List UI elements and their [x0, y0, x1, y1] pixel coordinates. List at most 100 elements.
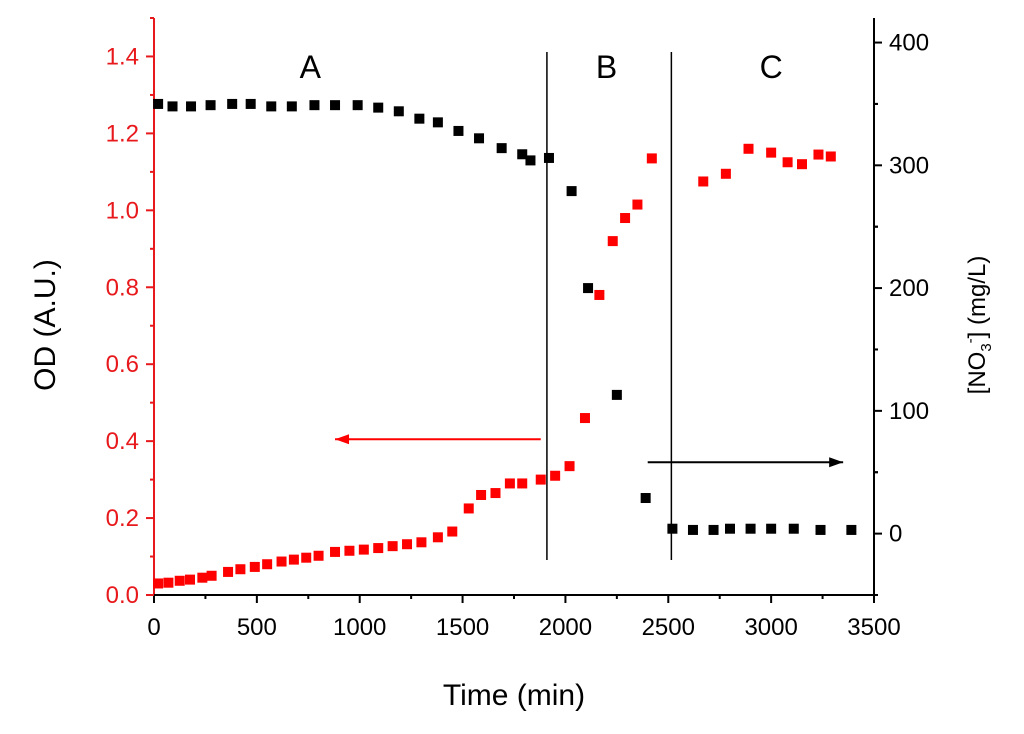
nitrate-point — [725, 523, 735, 534]
nitrate-point — [745, 523, 756, 534]
y-left-tick-label: 0.0 — [106, 582, 139, 609]
y-left-tick-label: 1.2 — [106, 120, 139, 147]
nitrate-point — [525, 155, 536, 166]
od-point — [197, 572, 208, 583]
od-point — [235, 564, 246, 575]
nitrate-point — [543, 152, 554, 163]
od-point — [223, 566, 234, 577]
y-axis-left-title: OD (A.U.) — [29, 259, 62, 391]
y-left-tick-label: 0.4 — [106, 428, 139, 455]
y-axis-right-title-superscript: - — [962, 338, 979, 343]
od-point — [153, 578, 164, 589]
y-right-tick-label: 400 — [889, 30, 929, 57]
x-tick-label: 2000 — [539, 614, 592, 641]
od-point — [490, 488, 501, 499]
nitrate-point — [583, 283, 594, 294]
x-tick-label: 2500 — [642, 614, 695, 641]
y-left-tick-label: 0.2 — [106, 505, 139, 532]
od-point — [813, 149, 824, 160]
x-tick-label: 3500 — [847, 614, 900, 641]
od-point — [463, 503, 474, 514]
od-point — [698, 176, 709, 187]
arrow-right-head — [829, 457, 844, 468]
y-axis-right-title-prefix: [NO — [964, 352, 991, 395]
y-left-tick-label: 0.8 — [106, 274, 139, 301]
od-point — [825, 151, 836, 162]
nitrate-point — [815, 524, 826, 535]
nitrate-point — [453, 125, 464, 136]
nitrate-point — [373, 102, 384, 113]
nitrate-point — [393, 106, 404, 117]
nitrate-point — [611, 389, 622, 400]
od-point — [416, 537, 427, 548]
od-point — [646, 153, 657, 164]
od-point — [276, 556, 287, 567]
y-left-tick-label: 0.6 — [106, 351, 139, 378]
y-left-tick-label: 1.4 — [106, 43, 139, 70]
y-axis-right-title-subscript: 3 — [978, 343, 995, 351]
nitrate-point — [432, 117, 443, 128]
od-point — [797, 159, 807, 170]
od-point — [344, 545, 355, 556]
nitrate-point — [687, 524, 698, 535]
x-tick-label: 1000 — [333, 614, 386, 641]
nitrate-point — [640, 493, 651, 504]
od-point — [579, 413, 590, 424]
nitrate-point — [153, 98, 164, 109]
y-axis-right-title-suffix: ] (mg/L) — [964, 256, 991, 339]
nitrate-point — [667, 523, 678, 534]
od-point — [249, 561, 260, 572]
od-point — [720, 168, 731, 179]
y-axis-right-title: [NO3-] (mg/L) — [962, 256, 995, 395]
od-point — [330, 546, 341, 557]
nitrate-point — [227, 98, 238, 109]
od-point — [313, 550, 324, 561]
x-tick-label: 1500 — [436, 614, 489, 641]
od-point — [517, 478, 528, 489]
nitrate-point — [186, 101, 197, 112]
nitrate-point — [330, 100, 341, 111]
y-right-tick-label: 100 — [889, 398, 929, 425]
x-tick-label: 0 — [147, 614, 160, 641]
nitrate-point — [846, 524, 857, 535]
y-left-tick-label: 1.0 — [106, 197, 139, 224]
od-point — [185, 574, 195, 585]
nitrate-point — [766, 523, 777, 534]
od-point — [476, 489, 487, 500]
y-right-tick-label: 0 — [889, 521, 902, 548]
od-point — [163, 577, 174, 588]
x-tick-label: 500 — [237, 614, 277, 641]
nitrate-point — [205, 100, 216, 111]
region-label-a: A — [300, 49, 322, 85]
nitrate-point — [245, 98, 256, 109]
nitrate-point — [474, 133, 485, 144]
nitrate-point — [167, 101, 178, 112]
nitrate-point — [309, 100, 320, 111]
nitrate-point — [286, 101, 297, 112]
nitrate-point — [708, 524, 719, 535]
od-point — [766, 147, 777, 158]
od-point — [594, 289, 605, 300]
od-point — [358, 544, 369, 555]
nitrate-point — [496, 143, 507, 154]
nitrate-point — [788, 523, 799, 534]
od-point — [743, 143, 754, 154]
od-point — [550, 470, 561, 481]
x-axis-title: Time (min) — [443, 679, 585, 712]
nitrate-point — [414, 113, 425, 124]
od-point — [387, 541, 398, 552]
od-point — [373, 543, 384, 554]
od-point — [447, 526, 458, 537]
od-point — [782, 157, 793, 168]
arrow-left-head — [335, 434, 350, 445]
x-tick-label: 3000 — [744, 614, 797, 641]
plot-area: 0 500 1000 1500 2000 2500 3000 35000.00.20.40.6… — [106, 17, 929, 641]
od-point — [620, 213, 631, 224]
y-right-tick-label: 300 — [889, 152, 929, 179]
od-point — [262, 559, 273, 570]
od-point — [288, 554, 299, 565]
nitrate-point — [517, 149, 528, 160]
od-point — [301, 552, 312, 563]
nitrate-point — [266, 101, 277, 112]
